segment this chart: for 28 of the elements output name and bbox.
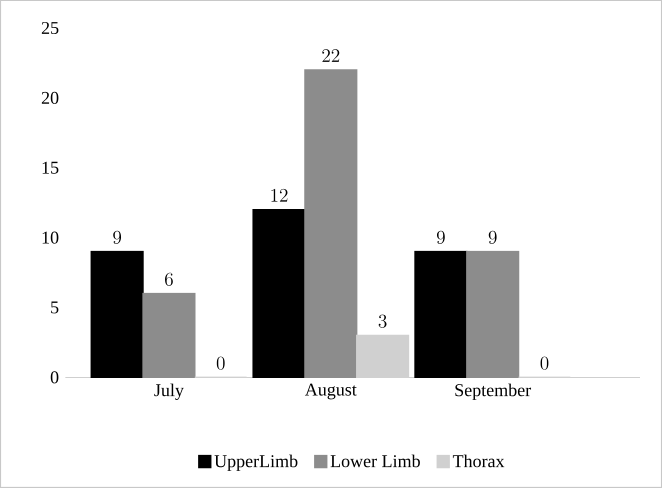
data-label: 0 (540, 356, 548, 370)
bar (356, 334, 410, 378)
legend-label: Thorax (452, 454, 504, 468)
data-label: 0 (216, 356, 225, 370)
y-tick-label: 10 (42, 232, 58, 244)
y-tick-label: 20 (42, 92, 58, 104)
data-label: 9 (436, 230, 445, 244)
bar (252, 208, 306, 378)
y-tick-label: 0 (50, 371, 58, 384)
y-tick-label: 15 (42, 162, 58, 174)
legend-label: Lower Limb (330, 454, 420, 468)
y-tick-label: 5 (51, 301, 58, 314)
bar (142, 292, 196, 378)
data-label: 9 (488, 230, 497, 244)
y-tick-label: 25 (42, 22, 58, 34)
bar (304, 69, 358, 378)
bar (90, 250, 144, 378)
data-label: 6 (165, 272, 173, 286)
data-label: 3 (378, 314, 387, 328)
x-tick-label: September (455, 384, 532, 400)
data-label: 9 (113, 230, 122, 244)
bar (466, 250, 520, 378)
legend-label: UpperLimb (214, 454, 298, 471)
data-label: 22 (322, 49, 340, 62)
data-label: 12 (271, 188, 288, 202)
bar (414, 250, 468, 378)
x-tick-label: July (154, 384, 184, 400)
x-tick-label: August (304, 384, 357, 400)
